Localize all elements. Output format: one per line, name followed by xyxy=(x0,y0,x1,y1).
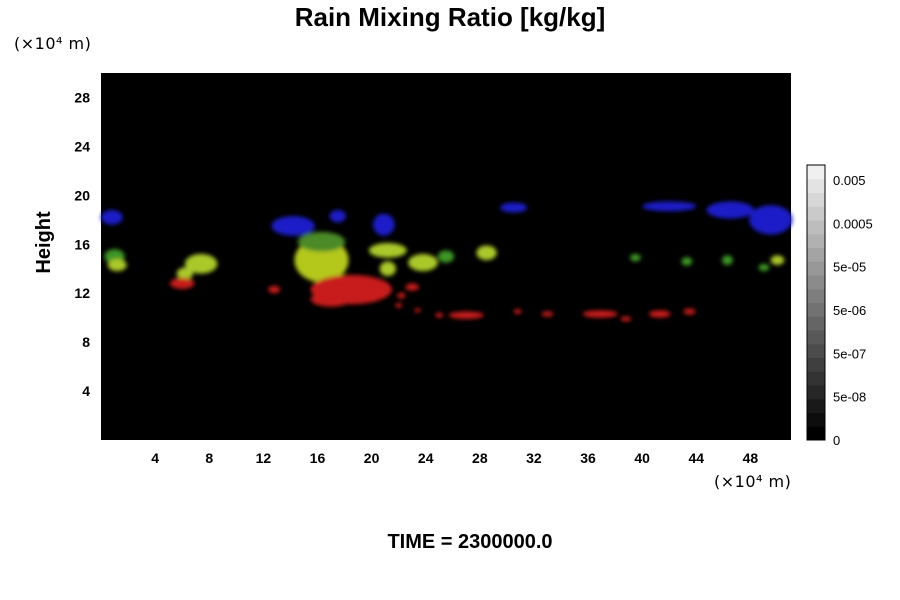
field-region-1 xyxy=(271,216,315,236)
x-tick-label: 8 xyxy=(205,450,213,466)
y-tick-label: 24 xyxy=(74,138,90,154)
x-tick-label: 36 xyxy=(580,450,596,466)
field-region-19 xyxy=(630,254,641,262)
field-region-36 xyxy=(648,310,671,318)
colorbar-level xyxy=(807,192,825,207)
field-region-38 xyxy=(395,302,403,308)
field-region-39 xyxy=(414,307,421,313)
colorbar-level xyxy=(807,357,825,372)
field-region-10 xyxy=(184,254,218,274)
x-axis-ticks: 4 8 12 16 20 24 28 32 36 40 44 48 xyxy=(151,450,758,466)
field-region-37 xyxy=(683,308,696,315)
field-region-11 xyxy=(176,267,193,280)
x-tick-label: 16 xyxy=(310,450,326,466)
field-region-25 xyxy=(310,291,352,307)
field-region-9 xyxy=(107,258,127,272)
field-region-7 xyxy=(749,205,793,235)
colorbar-level xyxy=(807,426,825,441)
colorbar-level xyxy=(807,178,825,193)
field-region-32 xyxy=(513,309,522,314)
field-region-27 xyxy=(268,285,281,294)
x-tick-label: 12 xyxy=(256,450,272,466)
field-region-6 xyxy=(706,201,754,219)
colorbar-level xyxy=(807,385,825,400)
y-axis-label: Height xyxy=(33,211,55,274)
field-region-15 xyxy=(408,254,438,272)
colorbar-level xyxy=(807,343,825,358)
x-tick-label: 24 xyxy=(418,450,434,466)
field-region-13 xyxy=(297,232,346,252)
colorbar-level xyxy=(807,316,825,331)
y-axis-ticks: 4 8 12 16 20 24 28 xyxy=(74,89,90,399)
x-tick-label: 44 xyxy=(689,450,705,466)
colorbar-label: 5e-06 xyxy=(833,303,866,318)
field-region-34 xyxy=(582,310,618,318)
colorbar-level xyxy=(807,275,825,290)
x-tick-label: 40 xyxy=(634,450,650,466)
time-label: TIME = 2300000.0 xyxy=(387,531,553,553)
colorbar-level xyxy=(807,412,825,427)
colorbar-level xyxy=(807,371,825,386)
colorbar-label: 5e-08 xyxy=(833,390,866,405)
field-region-35 xyxy=(620,316,632,322)
colorbar-label: 0 xyxy=(833,433,840,448)
field-region-4 xyxy=(500,202,528,213)
colorbar-level xyxy=(807,288,825,303)
field-region-28 xyxy=(405,283,419,291)
y-tick-label: 28 xyxy=(74,89,90,105)
field-region-14 xyxy=(368,243,407,258)
field-region-21 xyxy=(722,255,733,266)
field-region-26 xyxy=(170,277,195,289)
colorbar-labels: 0.005 0.0005 5e-05 5e-06 5e-07 5e-08 0 xyxy=(833,173,873,448)
x-tick-label: 4 xyxy=(151,450,159,466)
colorbar-level xyxy=(807,302,825,317)
field-region-29 xyxy=(397,292,406,299)
x-tick-label: 28 xyxy=(472,450,488,466)
colorbar-label: 0.005 xyxy=(833,173,866,188)
field-region-31 xyxy=(435,312,444,318)
field-region-16 xyxy=(379,261,396,277)
colorbar-level xyxy=(807,398,825,413)
colorbar-label: 0.0005 xyxy=(833,216,873,231)
colorbar-level xyxy=(807,247,825,262)
field-region-30 xyxy=(448,311,484,319)
x-tick-label: 48 xyxy=(743,450,759,466)
colorbar-level xyxy=(807,330,825,345)
colorbar xyxy=(806,164,826,441)
x-tick-label: 32 xyxy=(526,450,542,466)
field-region-0 xyxy=(101,210,123,225)
y-axis-unit: (×10⁴ m) xyxy=(14,34,92,53)
colorbar-level xyxy=(807,165,825,180)
field-region-20 xyxy=(681,257,693,266)
y-tick-label: 8 xyxy=(82,334,90,350)
colorbar-level xyxy=(807,233,825,248)
colorbar-level xyxy=(807,220,825,235)
y-tick-label: 16 xyxy=(74,236,90,252)
field-regions xyxy=(101,201,793,322)
chart-title: Rain Mixing Ratio [kg/kg] xyxy=(294,2,606,32)
colorbar-label: 5e-05 xyxy=(833,260,866,275)
y-tick-label: 12 xyxy=(74,285,90,301)
field-region-18 xyxy=(437,250,455,263)
field-region-3 xyxy=(372,213,395,236)
x-tick-label: 20 xyxy=(364,450,380,466)
colorbar-frame xyxy=(806,164,826,441)
field-region-22 xyxy=(770,255,785,266)
colorbar-label: 5e-07 xyxy=(833,346,866,361)
field-region-5 xyxy=(642,201,697,212)
y-tick-label: 4 xyxy=(82,383,90,399)
x-axis-unit: (×10⁴ m) xyxy=(714,472,792,491)
colorbar-level xyxy=(807,206,825,221)
field-region-17 xyxy=(476,245,497,261)
field-region-23 xyxy=(758,263,770,272)
y-tick-label: 20 xyxy=(74,187,90,203)
colorbar-level xyxy=(807,261,825,276)
field-region-33 xyxy=(541,311,554,317)
field-region-2 xyxy=(329,210,346,223)
